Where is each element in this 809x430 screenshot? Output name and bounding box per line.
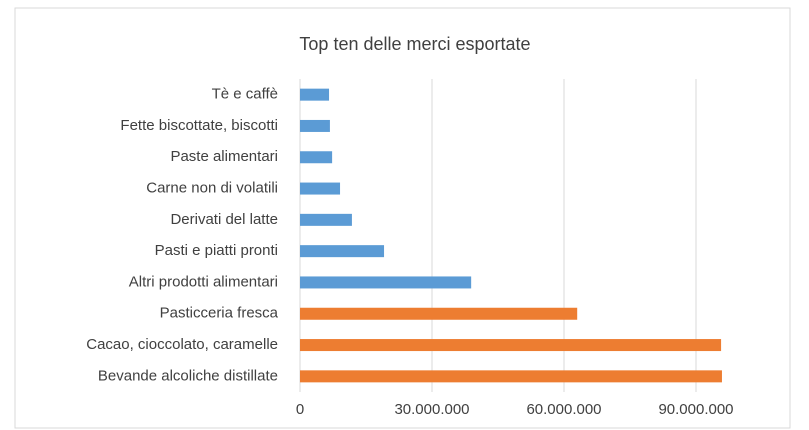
y-tick-label: Carne non di volatili	[146, 180, 278, 197]
y-tick-label: Altri prodotti alimentari	[129, 273, 278, 290]
x-tick-label: 0	[296, 401, 304, 418]
x-tick-label: 30.000.000	[394, 401, 469, 418]
y-tick-label: Derivati del latte	[170, 211, 278, 228]
bar	[300, 151, 333, 164]
y-tick-label: Pasti e piatti pronti	[155, 242, 278, 259]
chart-frame	[14, 7, 791, 429]
bar	[300, 182, 341, 195]
y-tick-label: Pasticceria fresca	[160, 305, 279, 322]
bar	[300, 307, 578, 320]
bar	[300, 119, 330, 132]
bar	[300, 88, 330, 101]
x-tick-label: 90.000.000	[658, 401, 733, 418]
bar	[300, 339, 722, 352]
bar	[300, 276, 472, 289]
bar	[300, 245, 385, 258]
y-tick-label: Cacao, cioccolato, caramelle	[86, 336, 278, 353]
y-tick-label: Paste alimentari	[170, 148, 278, 165]
x-tick-label: 60.000.000	[526, 401, 601, 418]
bar	[300, 213, 352, 226]
y-tick-label: Fette biscottate, biscotti	[120, 117, 278, 134]
bar	[300, 370, 722, 383]
y-tick-label: Tè e caffè	[212, 86, 278, 103]
y-tick-label: Bevande alcoliche distillate	[98, 367, 278, 384]
chart-title: Top ten delle merci esportate	[299, 34, 530, 54]
